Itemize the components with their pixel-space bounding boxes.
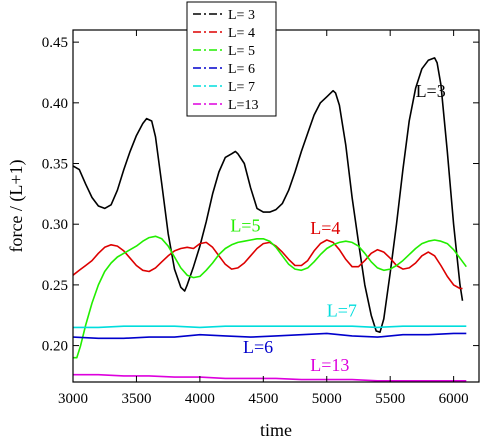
legend-label-l5: L= 5 xyxy=(228,44,255,59)
annotation-l13: L=13 xyxy=(310,355,349,375)
annotation-l3: L=3 xyxy=(416,81,446,101)
x-tick-label: 3000 xyxy=(58,391,88,407)
y-tick-label: 0.20 xyxy=(42,339,68,355)
y-tick-label: 0.45 xyxy=(42,35,68,51)
x-tick-label: 6000 xyxy=(439,391,469,407)
x-tick-label: 4000 xyxy=(185,391,215,407)
series-line-l13 xyxy=(73,373,467,382)
x-axis-title: time xyxy=(260,420,292,440)
legend-label-l4: L= 4 xyxy=(228,26,255,41)
annotation-l5: L=5 xyxy=(230,215,260,235)
y-tick-label: 0.25 xyxy=(42,278,68,294)
legend-label-l3: L= 3 xyxy=(228,8,255,23)
series-line-l5 xyxy=(73,235,467,359)
series-layer xyxy=(73,57,467,382)
legend-box xyxy=(186,1,277,117)
legend-label-l6: L= 6 xyxy=(228,62,255,77)
annotation-l4: L=4 xyxy=(310,218,340,238)
y-tick-label: 0.30 xyxy=(42,217,68,233)
series-line-l6 xyxy=(73,332,467,340)
annotation-layer: L=3 L=4 L=5 L=7 L=6 L=13 xyxy=(230,81,445,375)
series-line-l7 xyxy=(73,325,467,329)
legend-label-l13: L=13 xyxy=(228,98,258,113)
legend-label-l7: L= 7 xyxy=(228,80,255,95)
annotation-l7: L=7 xyxy=(327,300,357,320)
x-tick-label: 3500 xyxy=(121,391,151,407)
series-line-l4 xyxy=(73,239,463,290)
x-tick-label: 5000 xyxy=(312,391,342,407)
tick-layer: 3000 3500 4000 4500 5000 5500 6000 0.20 0.25 0.30… xyxy=(42,30,479,407)
annotation-l6: L=6 xyxy=(243,337,273,357)
legend: L= 3 L= 4 L= 5 L= 6 L= 7 L=13 xyxy=(186,1,277,117)
y-tick-label: 0.40 xyxy=(42,96,68,112)
series-line-l3 xyxy=(73,57,464,334)
y-tick-label: 0.35 xyxy=(42,157,68,173)
x-tick-label: 4500 xyxy=(248,391,278,407)
x-tick-label: 5500 xyxy=(375,391,405,407)
y-axis-title: force / (L+1) xyxy=(6,159,27,252)
